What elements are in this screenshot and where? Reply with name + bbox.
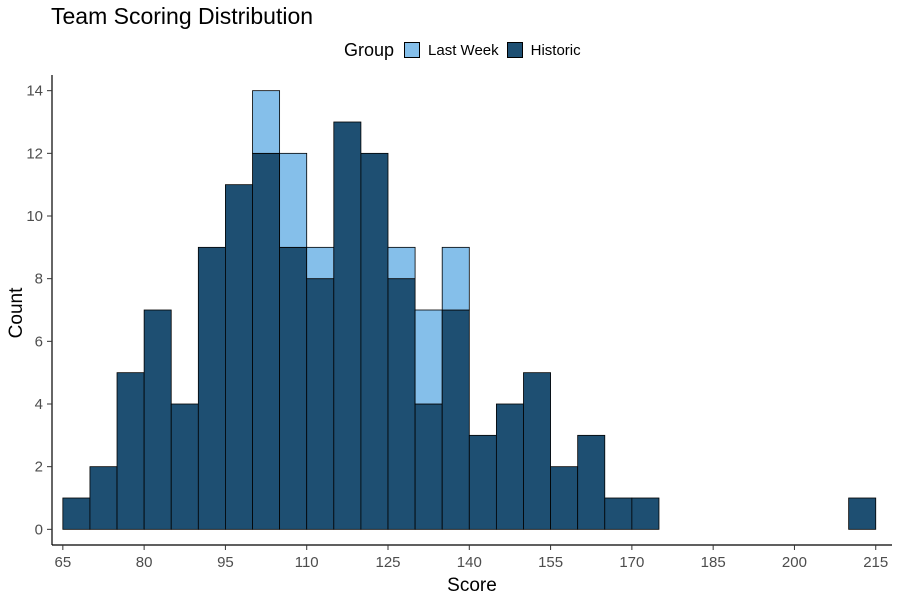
x-tick-label-170: 170 — [619, 554, 644, 571]
y-axis-title: Count — [6, 287, 27, 338]
bar-historic-165 — [604, 497, 633, 530]
bar-last-week-110 — [306, 246, 335, 280]
bar-historic-135 — [441, 309, 470, 530]
bar-historic-140 — [468, 434, 497, 530]
axes-layer: 65 80 95 110 125 140 155 170 185 200 215 0 2 4 6 8 10 12 1… — [26, 75, 892, 571]
x-tick-label-125: 125 — [375, 554, 400, 571]
x-tick-label-80: 80 — [136, 554, 153, 571]
legend-label-historic: Historic — [530, 41, 581, 59]
y-tick-label-2: 2 — [35, 459, 43, 476]
y-tick-label-12: 12 — [26, 145, 43, 162]
legend: Group Last Week Historic — [344, 38, 589, 62]
x-tick-label-110: 110 — [295, 554, 319, 571]
bar-historic-155 — [550, 466, 579, 530]
bar-historic-100 — [252, 152, 281, 530]
bar-historic-95 — [225, 184, 253, 530]
bar-historic-90 — [197, 246, 226, 530]
legend-entry-historic: Historic — [506, 41, 581, 59]
x-tick-label-185: 185 — [701, 554, 726, 571]
y-tick-label-6: 6 — [35, 333, 43, 350]
chart-title: Team Scoring Distribution — [51, 3, 314, 29]
bar-historic-105 — [279, 246, 308, 530]
y-tick-label-14: 14 — [26, 83, 43, 100]
x-tick-label-200: 200 — [782, 554, 807, 571]
bar-historic-130 — [414, 403, 443, 530]
bar-last-week-125 — [387, 246, 416, 280]
bar-historic-85 — [170, 403, 199, 530]
bar-historic-150 — [523, 372, 551, 530]
legend-swatch-last-week — [404, 42, 421, 58]
bar-last-week-100 — [252, 90, 281, 154]
bar-last-week-130 — [414, 309, 443, 405]
x-tick-label-95: 95 — [217, 554, 234, 571]
bar-last-week-135 — [441, 246, 470, 311]
x-tick-label-140: 140 — [457, 554, 482, 571]
y-tick-label-4: 4 — [35, 396, 43, 413]
bar-historic-115 — [333, 121, 362, 530]
legend-title: Group — [344, 39, 395, 60]
bar-historic-210 — [848, 497, 877, 530]
legend-label-last-week: Last Week — [428, 41, 499, 59]
bars-layer — [62, 90, 877, 530]
x-axis-title: Score — [447, 575, 497, 596]
bar-historic-120 — [360, 152, 389, 530]
bar-historic-145 — [495, 403, 524, 530]
bar-historic-110 — [306, 278, 335, 530]
legend-entry-last-week: Last Week — [404, 42, 499, 59]
bar-historic-70 — [89, 466, 118, 530]
y-tick-label-8: 8 — [35, 271, 43, 288]
bar-historic-160 — [577, 434, 606, 530]
bar-historic-75 — [116, 372, 145, 530]
x-tick-label-65: 65 — [54, 554, 71, 571]
y-tick-label-0: 0 — [35, 521, 43, 538]
y-tick-label-10: 10 — [26, 208, 43, 225]
bar-last-week-105 — [279, 152, 308, 248]
bar-historic-170 — [631, 497, 660, 530]
bar-historic-125 — [387, 278, 416, 530]
x-tick-label-215: 215 — [863, 554, 888, 571]
bar-historic-65 — [62, 497, 91, 530]
x-tick-label-155: 155 — [538, 554, 563, 571]
bar-historic-80 — [143, 309, 172, 530]
legend-swatch-historic — [506, 42, 523, 58]
